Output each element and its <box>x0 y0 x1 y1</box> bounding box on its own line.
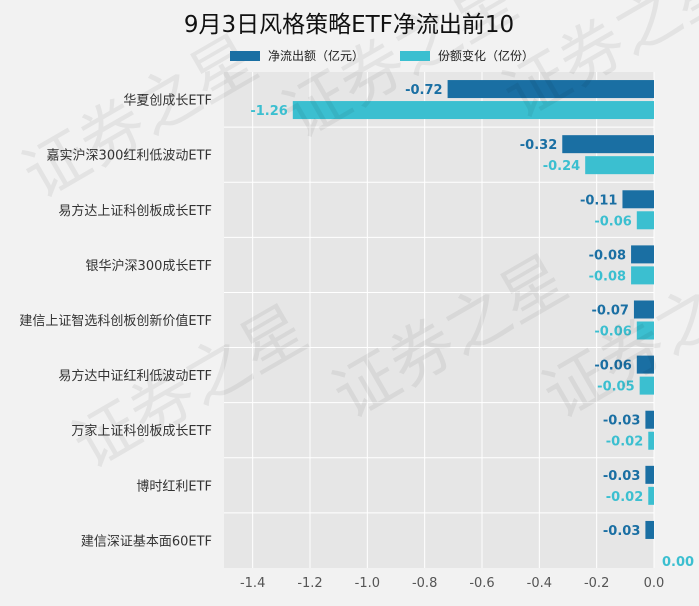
bar-net-outflow <box>645 520 654 539</box>
bar-share-change <box>639 376 654 395</box>
bar-share-change <box>585 156 654 175</box>
legend: 净流出额（亿元） 份额变化（亿份） <box>230 48 534 63</box>
data-label-net-outflow: -0.06 <box>594 359 631 374</box>
x-tick-label: -1.4 <box>240 576 265 591</box>
x-tick-label: -0.2 <box>584 576 609 591</box>
data-label-share-change: 0.00 <box>662 555 694 570</box>
data-label-share-change: -0.06 <box>594 325 631 340</box>
bar-net-outflow <box>447 80 654 99</box>
data-label-share-change: -0.05 <box>597 380 634 395</box>
bars <box>292 80 654 539</box>
y-category-label: 万家上证科创板成长ETF <box>71 423 212 439</box>
data-label-net-outflow: -0.03 <box>603 469 640 484</box>
y-category-label: 建信上证智选科创板创新价值ETF <box>19 313 212 329</box>
x-tick-label: -1.0 <box>355 576 380 591</box>
data-label-net-outflow: -0.08 <box>589 248 626 263</box>
legend-swatch-share-change <box>400 51 430 61</box>
bar-share-change <box>648 486 654 505</box>
y-category-label: 建信深证基本面60ETF <box>81 534 212 549</box>
bar-share-change <box>636 321 654 340</box>
data-label-net-outflow: -0.03 <box>603 414 640 429</box>
grid-lines <box>224 72 655 568</box>
legend-swatch-net-outflow <box>230 51 260 61</box>
chart-title: 9月3日风格策略ETF净流出前10 <box>184 12 514 38</box>
data-label-share-change: -0.02 <box>606 490 643 505</box>
bar-net-outflow <box>631 245 654 264</box>
y-category-label: 银华沪深300成长ETF <box>86 258 212 274</box>
bar-share-change <box>292 101 654 120</box>
plot-area <box>224 72 654 568</box>
data-label-net-outflow: -0.07 <box>591 304 628 319</box>
bar-net-outflow <box>645 465 654 484</box>
y-category-label: 嘉实沪深300红利低波动ETF <box>47 148 212 164</box>
y-category-label: 易方达上证科创板成长ETF <box>58 203 212 219</box>
data-label-share-change: -0.06 <box>594 214 631 229</box>
bar-net-outflow <box>636 355 654 374</box>
x-tick-label: -1.2 <box>297 576 322 591</box>
bar-net-outflow <box>622 190 654 209</box>
bar-share-change <box>648 431 654 450</box>
data-label-share-change: -0.24 <box>543 159 580 174</box>
y-category-label: 易方达中证红利低波动ETF <box>58 368 212 384</box>
data-label-share-change: -0.08 <box>589 269 626 284</box>
data-label-net-outflow: -0.11 <box>580 193 617 208</box>
x-tick-label: 0.0 <box>644 576 665 591</box>
data-label-net-outflow: -0.72 <box>405 83 442 98</box>
y-category-label: 华夏创成长ETF <box>123 94 212 109</box>
y-category-label: 博时红利ETF <box>136 478 212 494</box>
x-tick-label: -0.8 <box>412 576 437 591</box>
x-tick-label: -0.4 <box>527 576 552 591</box>
bar-share-change <box>636 211 654 230</box>
bar-share-change <box>631 266 654 285</box>
x-tick-label: -0.6 <box>469 576 494 591</box>
data-labels: -0.72 -1.26 -0.32 -0.24 -0.11 -0.06 -0.08 -0.08… <box>250 83 694 570</box>
bar-net-outflow <box>562 135 654 154</box>
axes: -1.4 -1.2 -1.0 -0.8 -0.6 -0.4 -0.2 0.0 华夏创成长ETF 嘉… <box>19 94 664 591</box>
legend-label-share-change: 份额变化（亿份） <box>438 48 534 63</box>
data-label-share-change: -0.02 <box>606 435 643 450</box>
legend-label-net-outflow: 净流出额（亿元） <box>268 48 364 63</box>
bar-net-outflow <box>645 410 654 429</box>
data-label-net-outflow: -0.32 <box>520 138 557 153</box>
data-label-share-change: -1.26 <box>250 104 287 119</box>
bar-net-outflow <box>633 300 654 319</box>
data-label-net-outflow: -0.03 <box>603 524 640 539</box>
